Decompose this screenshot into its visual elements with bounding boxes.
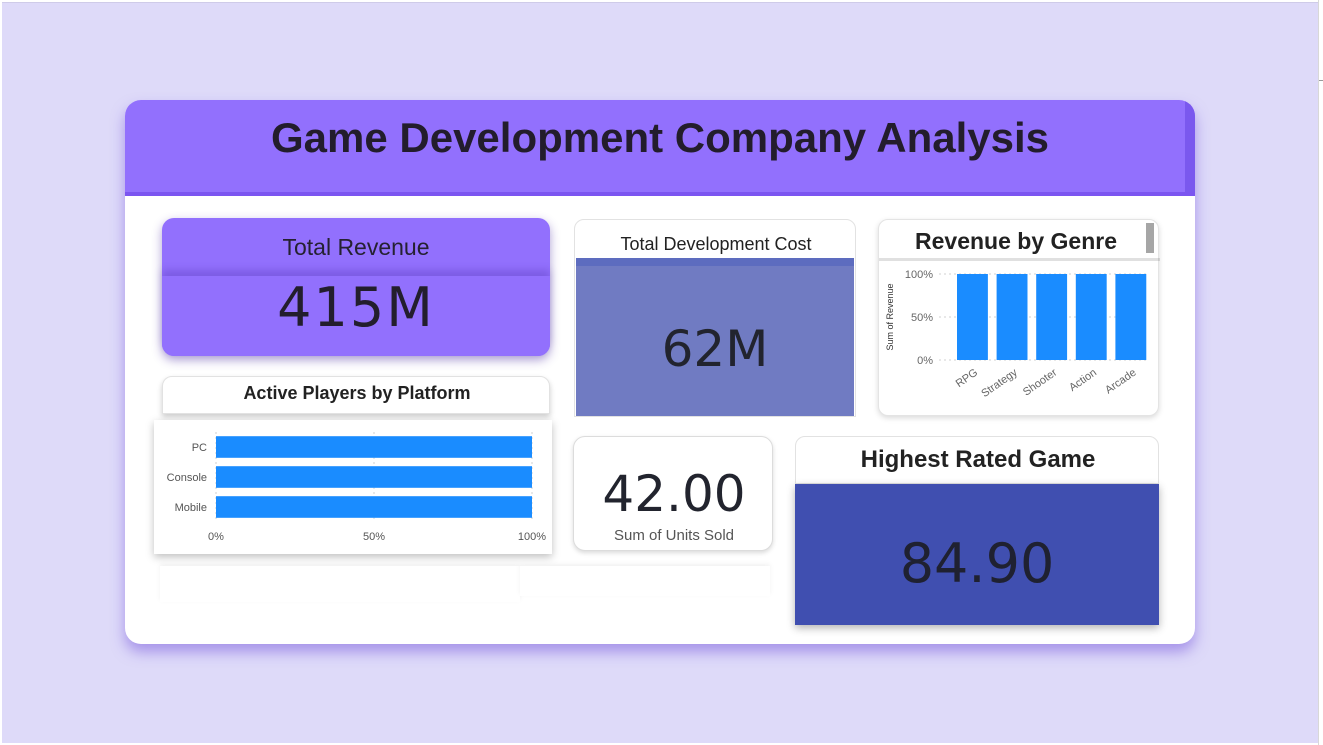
revenue-by-genre-title: Revenue by Genre [915,228,1117,254]
highest-rated-card[interactable]: 84.90 [795,484,1159,625]
players-x-tick: 0% [208,531,224,543]
genre-bar [1075,274,1107,360]
players-bar [216,496,532,518]
genre-scrollbar[interactable] [1146,223,1154,253]
active-players-chart[interactable]: 0% 50% 100% PC Console Mobile [154,420,552,554]
dashboard-header: Game Development Company Analysis [125,100,1195,196]
genre-bar [1115,274,1147,360]
total-dev-cost-card[interactable]: Total Development Cost 62M [574,219,856,417]
units-sold-label: Sum of Units Sold [613,527,735,544]
right-edge-bar [1318,0,1323,745]
genre-y-tick: 50% [911,312,933,324]
units-sold-value: 42.00 [602,465,746,523]
genre-y-tick: 100% [905,269,933,281]
genre-x-tick: RPG [954,367,980,391]
empty-visual-placeholder [160,566,520,602]
genre-bar [996,274,1028,360]
players-y-tick: Console [167,472,207,484]
players-bar [216,466,532,488]
active-players-title: Active Players by Platform [243,383,471,403]
players-x-tick: 50% [363,531,385,543]
genre-x-tick: Shooter [1021,366,1060,398]
dashboard-title: Game Development Company Analysis [270,114,1050,161]
right-edge-tick [1319,80,1323,81]
total-dev-cost-panel: 62M [576,258,854,416]
players-y-tick: PC [192,442,207,454]
genre-bar [1036,274,1068,360]
total-dev-cost-label: Total Development Cost [620,234,812,254]
total-revenue-card[interactable]: Total Revenue 415M [162,218,550,356]
revenue-by-genre-chart[interactable]: 0% 50% 100% Sum of Revenue RPG Strategy Shoote… [879,260,1160,417]
genre-header-divider [879,258,1160,261]
genre-y-axis-label: Sum of Revenue [885,283,895,350]
genre-y-tick: 0% [917,355,933,367]
units-sold-card[interactable]: 42.00 Sum of Units Sold [573,436,773,551]
players-x-tick: 100% [518,531,546,543]
genre-x-tick: Strategy [979,366,1020,400]
total-revenue-label: Total Revenue [282,234,430,260]
total-revenue-value: 415M [277,276,435,339]
revenue-by-genre-card[interactable]: Revenue by Genre 0% 50% 100% Sum of Revenue… [878,219,1160,417]
highest-rated-value: 84.90 [899,532,1055,595]
genre-x-tick: Action [1067,367,1099,394]
players-y-tick: Mobile [175,502,207,514]
highest-rated-header: Highest Rated Game [795,436,1159,484]
genre-bar [957,274,988,360]
empty-visual-placeholder-2 [520,566,770,596]
active-players-header: Active Players by Platform [162,376,550,414]
total-dev-cost-value: 62M [661,320,769,378]
active-players-card[interactable]: 0% 50% 100% PC Console Mobile [154,420,552,554]
total-revenue-value-panel [162,276,550,356]
highest-rated-title: Highest Rated Game [860,446,1096,473]
players-bar [216,436,532,458]
genre-x-tick: Arcade [1103,367,1138,397]
